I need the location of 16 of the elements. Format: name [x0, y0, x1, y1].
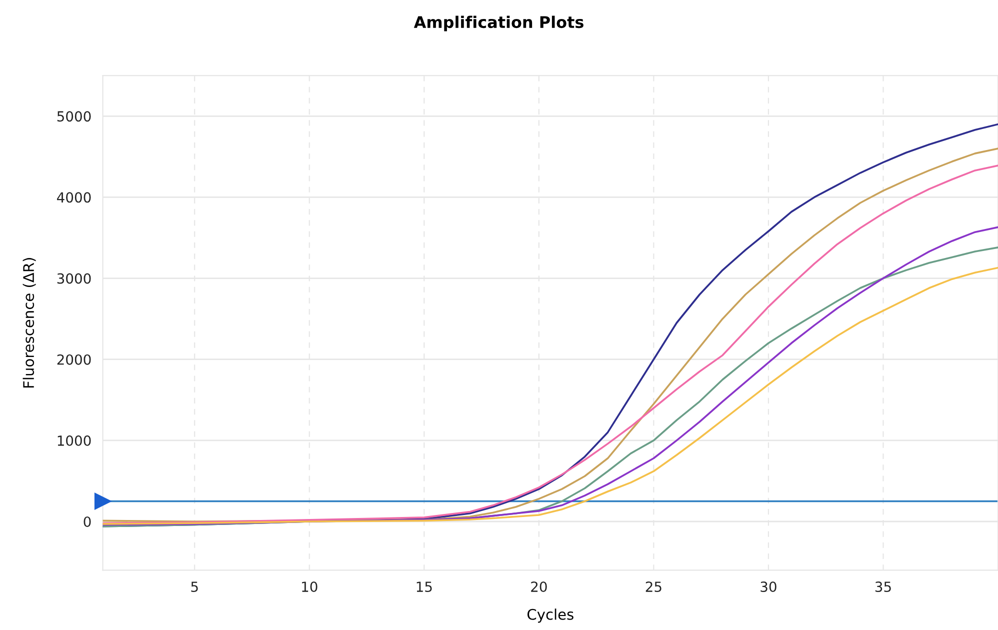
x-tick-label: 10: [302, 582, 318, 592]
x-tick-label: 20: [531, 582, 547, 592]
x-tick-label: 5: [191, 582, 198, 592]
y-tick-label: 5000: [57, 111, 91, 122]
x-axis-title: Cycles: [527, 608, 574, 623]
y-tick-label: 1000: [58, 435, 91, 446]
x-tick-label: 25: [646, 582, 662, 592]
y-tick-label: 2000: [57, 354, 91, 365]
y-tick-label: 0: [84, 516, 91, 527]
y-axis-title: Fluorescence (ΔR): [22, 258, 36, 388]
chart-title: Amplification Plots: [414, 16, 584, 32]
x-tick-label: 15: [416, 582, 432, 592]
x-tick-label: 35: [875, 582, 891, 592]
x-tick-label: 30: [760, 582, 776, 592]
y-tick-label: 3000: [57, 273, 91, 284]
y-tick-label: 4000: [57, 192, 91, 203]
